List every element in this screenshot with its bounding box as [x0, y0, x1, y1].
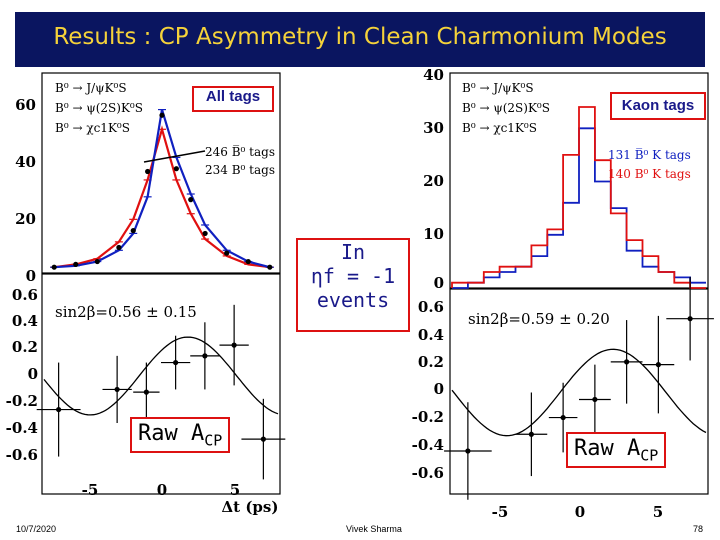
right-xtick--5: -5: [492, 503, 509, 521]
left-top-point: [130, 228, 136, 234]
slide-title: Results : CP Asymmetry in Clean Charmoni…: [53, 24, 667, 50]
left-asym-point: [173, 359, 179, 366]
right-bottom-frame: [449, 288, 709, 495]
left-count-b: 234 B⁰ tags: [205, 163, 275, 177]
left-top-point: [51, 264, 57, 270]
left-top-point: [94, 258, 100, 265]
left-top-point: [245, 258, 251, 265]
callout-line3: events: [316, 288, 390, 312]
footer-author: Vivek Sharma: [346, 524, 402, 534]
left-raw-label: Raw A: [138, 421, 205, 446]
right-ytick-40: 40: [423, 66, 444, 84]
right-bytick-0: 0: [434, 380, 444, 398]
right-ytick-30: 30: [423, 119, 444, 137]
right-raw-acp: Raw ACP: [566, 432, 667, 469]
left-asym-point: [143, 389, 149, 395]
right-ytick-0: 0: [434, 274, 444, 292]
left-legend-2: B⁰ → ψ(2S)K⁰S: [55, 101, 143, 115]
left-top-point: [224, 250, 230, 256]
eta-callout: In ηf = -1 events: [296, 238, 410, 332]
left-raw-acp: Raw ACP: [130, 417, 231, 454]
right-sin2b: sin2β=0.59 ± 0.20: [468, 310, 610, 328]
right-top-frame: [449, 72, 709, 289]
left-plot: [41, 72, 281, 495]
left-bytick--0.2: -0.2: [6, 392, 38, 410]
right-bytick-0.2: 0.2: [418, 353, 444, 371]
left-ytick-20: 20: [15, 210, 36, 228]
left-sin2b: sin2β=0.56 ± 0.15: [55, 303, 197, 321]
footer-date: 10/7/2020: [16, 524, 57, 534]
left-raw-sub: CP: [204, 431, 223, 450]
left-ytick-60: 60: [15, 96, 36, 114]
left-top-point: [173, 166, 179, 172]
left-asym-point: [56, 406, 62, 413]
left-legend-1: B⁰ → J/ψK⁰S: [55, 81, 127, 95]
right-asym-point: [528, 431, 534, 437]
right-bytick--0.2: -0.2: [412, 408, 444, 426]
left-bytick-0: 0: [28, 365, 38, 383]
callout-line2: ηf = -1: [310, 264, 396, 288]
left-xtick-0: 0: [157, 481, 167, 499]
right-legend-1: B⁰ → J/ψK⁰S: [462, 81, 534, 95]
callout-line1: In: [340, 240, 366, 264]
left-ytick-0: 0: [26, 267, 36, 285]
left-bytick--0.4: -0.4: [6, 419, 38, 437]
right-asym-fit-curve: [451, 348, 707, 437]
right-asym-point: [465, 448, 471, 454]
left-bottom-frame: [41, 273, 281, 495]
right-asym-point: [560, 414, 566, 421]
left-asym-point: [202, 353, 208, 359]
left-top-frame: [41, 72, 281, 274]
left-bytick-0.2: 0.2: [12, 338, 38, 356]
right-ytick-10: 10: [423, 225, 444, 243]
left-top-point: [159, 112, 165, 118]
left-top-point: [188, 197, 194, 203]
left-top-point: [267, 264, 273, 270]
right-plot: [449, 72, 709, 495]
right-legend-3: B⁰ → χc1K⁰S: [462, 121, 537, 135]
left-top-point: [145, 168, 151, 175]
left-count-pointer: [143, 150, 206, 163]
right-asym-point: [655, 362, 661, 368]
left-count-bbar: 246 B̅⁰ tags: [205, 144, 275, 159]
right-asym-point: [687, 316, 693, 322]
right-raw-label: Raw A: [574, 436, 641, 461]
left-bytick-0.6: 0.6: [12, 286, 38, 304]
right-bytick-0.6: 0.6: [418, 298, 444, 316]
left-top-point: [202, 230, 208, 237]
right-raw-sub: CP: [640, 446, 659, 465]
right-asym-point: [624, 359, 630, 365]
left-bytick--0.6: -0.6: [6, 446, 38, 464]
left-top-point: [116, 244, 122, 251]
right-count-bbar: 131 B̅⁰ K tags: [608, 147, 691, 162]
right-xtick-0: 0: [575, 503, 585, 521]
left-tag-label: All tags: [192, 86, 274, 112]
left-asym-fit-curve: [43, 336, 279, 416]
left-ytick-40: 40: [15, 153, 36, 171]
left-asym-point: [260, 436, 266, 442]
right-tag-label: Kaon tags: [610, 92, 706, 120]
left-asym-point: [114, 386, 120, 393]
right-ytick-20: 20: [423, 172, 444, 190]
right-top-hist-1: [451, 106, 706, 289]
left-top-point: [73, 261, 79, 267]
footer-page: 78: [693, 524, 704, 534]
left-asym-point: [231, 342, 237, 348]
title-bar: Results : CP Asymmetry in Clean Charmoni…: [15, 12, 705, 67]
right-legend-2: B⁰ → ψ(2S)K⁰S: [462, 101, 550, 115]
left-xlabel: Δt (ps): [222, 498, 279, 516]
left-xtick-5: 5: [230, 481, 240, 499]
left-legend-3: B⁰ → χc1K⁰S: [55, 121, 130, 135]
right-count-b: 140 B⁰ K tags: [608, 167, 691, 181]
left-xtick--5: -5: [82, 481, 99, 499]
right-bytick--0.6: -0.6: [412, 464, 444, 482]
right-bytick--0.4: -0.4: [412, 436, 444, 454]
right-bytick-0.4: 0.4: [418, 326, 444, 344]
left-bytick-0.4: 0.4: [12, 312, 38, 330]
right-xtick-5: 5: [653, 503, 663, 521]
right-asym-point: [592, 396, 598, 403]
